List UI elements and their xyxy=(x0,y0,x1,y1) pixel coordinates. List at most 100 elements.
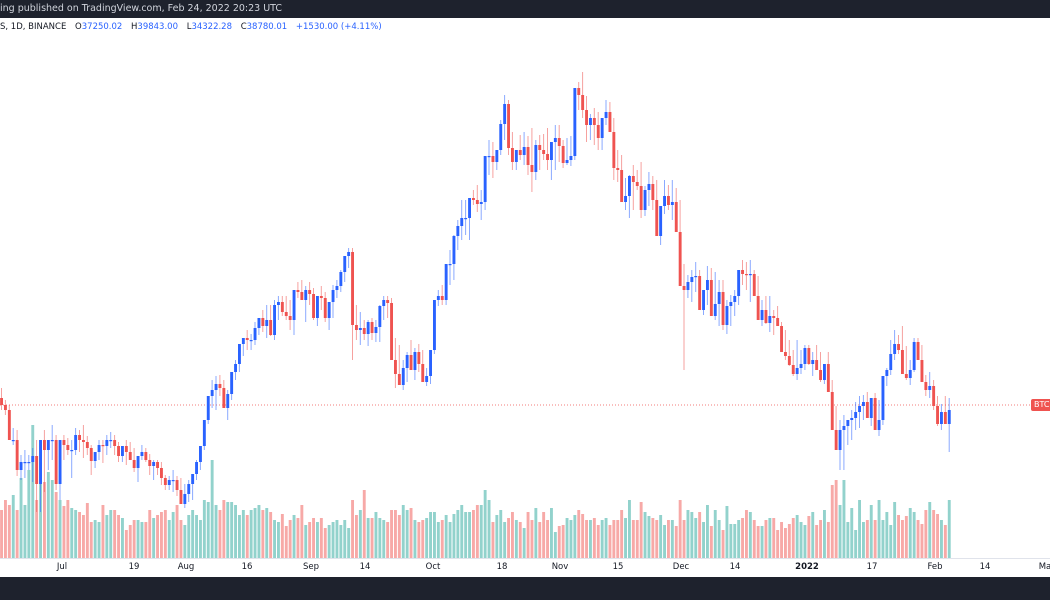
candle-body xyxy=(928,386,932,390)
time-axis-tick: 19 xyxy=(128,562,140,572)
candle-body xyxy=(43,440,46,450)
volume-bar xyxy=(468,512,471,558)
candle-body xyxy=(908,370,912,378)
candle-body xyxy=(475,200,479,204)
volume-bar xyxy=(569,520,573,558)
volume-bar xyxy=(737,520,741,558)
candle-body xyxy=(316,296,319,318)
time-axis-tick: Nov xyxy=(551,562,569,572)
candle-body xyxy=(557,138,561,146)
volume-bar xyxy=(647,516,651,558)
candle-body xyxy=(585,110,588,125)
volume-bar xyxy=(191,510,195,558)
candle-body xyxy=(936,406,939,424)
symbol-price-tag: BTCUSDT xyxy=(1031,399,1050,411)
volume-bar xyxy=(741,518,744,558)
candle-body xyxy=(507,104,510,148)
volume-bar xyxy=(202,500,206,558)
candle-body xyxy=(635,182,639,186)
volume-bar xyxy=(483,490,487,558)
candle-body xyxy=(50,440,54,442)
candle-body xyxy=(628,176,631,196)
volume-bar xyxy=(745,510,748,558)
candle-body xyxy=(175,480,179,490)
candle-body xyxy=(163,478,167,485)
candle-body xyxy=(873,398,877,430)
volume-bar xyxy=(187,515,191,558)
volume-bar xyxy=(893,502,897,558)
volume-bar xyxy=(916,520,920,558)
volume-bar xyxy=(347,528,351,558)
time-axis-tick: Jul xyxy=(56,562,68,572)
volume-bar xyxy=(152,518,156,558)
candle-body xyxy=(943,412,947,424)
candle-body xyxy=(167,480,171,485)
candle-body xyxy=(74,435,78,450)
volume-bar xyxy=(628,500,631,558)
volume-bar xyxy=(799,522,803,558)
volume-bar xyxy=(518,522,522,558)
candle-body xyxy=(752,274,756,296)
volume-bar xyxy=(109,510,113,558)
candle-body xyxy=(713,304,717,316)
candle-body xyxy=(553,138,557,142)
volume-bar xyxy=(631,520,635,558)
candle-body xyxy=(592,118,596,125)
volume-bar xyxy=(503,522,507,558)
candle-body xyxy=(323,298,327,318)
time-axis-tick: 14 xyxy=(729,562,741,572)
candle-body xyxy=(421,364,425,382)
volume-bar xyxy=(530,520,534,558)
volume-bar xyxy=(101,505,105,558)
volume-bar xyxy=(491,522,495,558)
volume-bar xyxy=(811,512,815,558)
volume-bar xyxy=(795,515,799,558)
volume-bar xyxy=(706,505,709,558)
candle-body xyxy=(70,450,74,452)
volume-bar xyxy=(31,425,35,558)
volume-bar xyxy=(124,530,128,558)
candle-body xyxy=(745,274,748,276)
volume-bar xyxy=(374,512,378,558)
candle-body xyxy=(444,264,448,300)
candle-body xyxy=(573,88,577,156)
candle-body xyxy=(854,412,858,418)
candle-body xyxy=(171,480,175,482)
time-axis-tick: Ma xyxy=(1038,562,1050,572)
volume-bar xyxy=(725,506,729,558)
volume-bar xyxy=(132,520,136,558)
volume-bar xyxy=(803,525,807,558)
volume-bar xyxy=(487,500,491,558)
volume-bar xyxy=(760,526,764,558)
volume-bar xyxy=(748,512,752,558)
volume-bar xyxy=(50,480,54,558)
candle-body xyxy=(550,142,553,160)
candle-body xyxy=(351,252,354,325)
candle-body xyxy=(85,442,89,448)
volume-bar xyxy=(686,510,690,558)
volume-bar xyxy=(772,518,776,558)
volume-bar xyxy=(218,510,222,558)
candle-body xyxy=(253,328,257,340)
candle-body xyxy=(105,440,109,446)
candle-body xyxy=(93,452,97,461)
volume-bar xyxy=(690,512,694,558)
time-axis-tick: 16 xyxy=(241,562,253,572)
candle-body xyxy=(760,310,764,320)
candle-body xyxy=(97,445,101,452)
candle-body xyxy=(362,328,366,334)
candle-body xyxy=(296,290,300,292)
volume-bar xyxy=(624,518,627,558)
volume-bar xyxy=(397,515,401,558)
volume-bar xyxy=(11,495,15,558)
candle-body xyxy=(374,327,378,333)
time-axis[interactable]: Jul 19 Aug 16 Sep 14 Oct 18 Nov 15 Dec 14 2022 17 Feb 1… xyxy=(0,558,1050,577)
ohlc-legend: S, 1D, BINANCE O37250.02 H39843.00 L3432… xyxy=(0,20,382,34)
volume-bar xyxy=(674,526,678,558)
volume-bar xyxy=(456,510,460,558)
candle-body xyxy=(273,305,276,335)
volume-bar xyxy=(19,478,23,558)
candle-body xyxy=(144,452,148,460)
volume-bar xyxy=(635,520,639,558)
